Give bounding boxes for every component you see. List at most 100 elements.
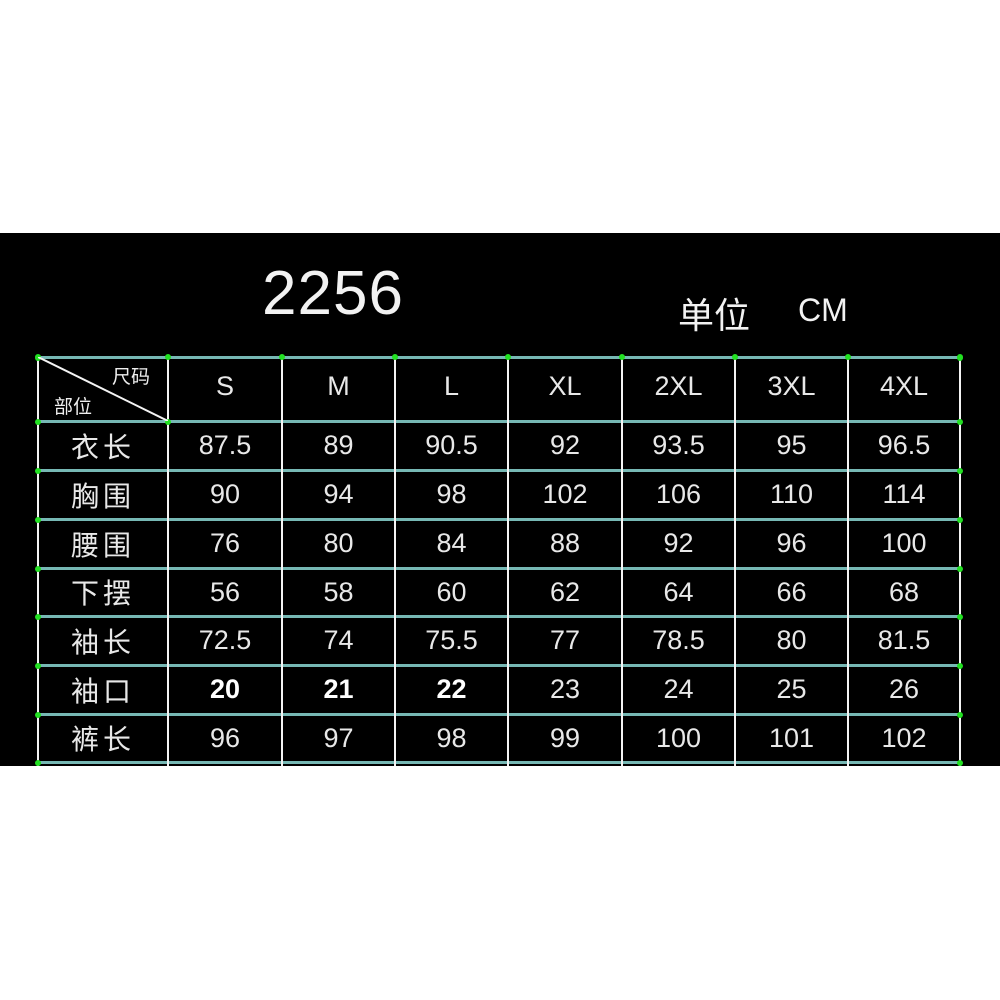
grid-point [957,419,963,425]
unit-value: CM [798,292,848,328]
table-row-line [38,713,960,716]
table-cell: 96 [209,722,241,753]
table-column-line [281,357,283,766]
table-cell: 84 [436,528,467,558]
table-cell: 80 [776,625,807,655]
table-cell: 87.5 [198,430,252,460]
table-row-line [38,518,960,521]
table-cell: 76 [209,528,241,558]
table-column-line [621,357,623,766]
table-cell: 96.5 [877,430,931,460]
table-cell: 77 [549,625,581,655]
grid-point [35,712,41,718]
unit-label: 单位 [678,296,751,337]
table-cell: 24 [663,674,694,704]
table-cell: 98 [436,722,467,753]
table-cell: 22 [436,674,467,704]
row-label: 下摆 [70,577,135,610]
table-cell: 89 [323,430,354,460]
table-row-line [38,420,960,423]
table-cell: 72.5 [198,625,252,655]
grid-point [957,566,963,572]
column-header-4XL: 4XL [879,370,929,401]
grid-point [732,354,738,360]
table-cell: 74 [323,625,354,655]
corner-diagonal [38,357,168,421]
table-cell: 110 [769,479,814,509]
column-header-M: M [327,370,350,401]
grid-point [957,712,963,718]
table-row-line [38,615,960,618]
grid-point [35,760,41,766]
table-row-line [38,761,960,764]
table-cell: 90.5 [425,430,478,460]
table-cell: 97 [323,722,354,753]
grid-point [957,663,963,669]
table-cell: 75.5 [425,625,478,655]
grid-point [35,614,41,620]
table-column-line [734,357,736,766]
grid-point [35,517,41,523]
table-row-line [38,664,960,667]
table-column-line [959,357,961,766]
grid-point [279,354,285,360]
table-cell: 102 [542,479,588,509]
grid-point [35,468,41,474]
grid-point [619,354,625,360]
grid-point [35,566,41,572]
row-label: 袖口 [70,674,135,708]
table-cell: 62 [549,576,581,607]
table-cell: 68 [888,576,920,607]
size-chart-panel [0,233,1000,766]
table-cell: 58 [323,576,354,607]
grid-point [957,355,963,361]
table-cell: 78.5 [652,625,705,655]
table-cell: 92 [549,430,581,460]
row-label: 裤长 [70,723,135,756]
table-cell: 98 [436,479,467,509]
table-cell: 25 [776,674,807,704]
grid-point [957,760,963,766]
grid-point [392,354,398,360]
row-label: 衣长 [70,430,135,464]
row-label: 胸围 [70,479,135,513]
table-cell: 101 [768,722,815,753]
grid-point [35,663,41,669]
table-column-line [847,357,849,766]
table-cell: 95 [776,430,807,460]
table-row-line [38,356,960,359]
table-cell: 102 [881,722,927,753]
table-cell: 66 [776,576,807,607]
corner-size-label: 尺码 [112,366,151,388]
row-label: 腰围 [70,528,135,562]
grid-point [35,419,41,425]
grid-point [957,614,963,620]
column-header-L: L [443,370,460,401]
table-column-line [394,357,396,766]
style-number-title: 2256 [262,259,404,328]
table-cell: 80 [323,528,354,558]
grid-point [165,354,171,360]
column-header-XL: XL [548,370,582,401]
table-cell: 90 [209,479,241,509]
table-cell: 100 [881,528,927,558]
table-cell: 60 [436,576,467,607]
table-cell: 96 [776,528,807,558]
table-cell: 106 [655,479,702,509]
grid-point [957,468,963,474]
grid-point [165,419,171,425]
table-cell: 92 [663,528,694,558]
grid-point [845,354,851,360]
table-cell: 94 [323,479,354,509]
table-column-line [37,357,39,766]
column-header-3XL: 3XL [767,370,816,401]
table-cell: 100 [655,722,702,753]
table-cell: 64 [663,576,694,607]
corner-part-label: 部位 [54,396,93,418]
table-cell: 88 [549,528,581,558]
table-column-line [507,357,509,766]
table-cell: 26 [888,674,920,704]
table-cell: 114 [882,479,926,509]
table-row-line [38,469,960,472]
column-header-2XL: 2XL [654,370,703,401]
